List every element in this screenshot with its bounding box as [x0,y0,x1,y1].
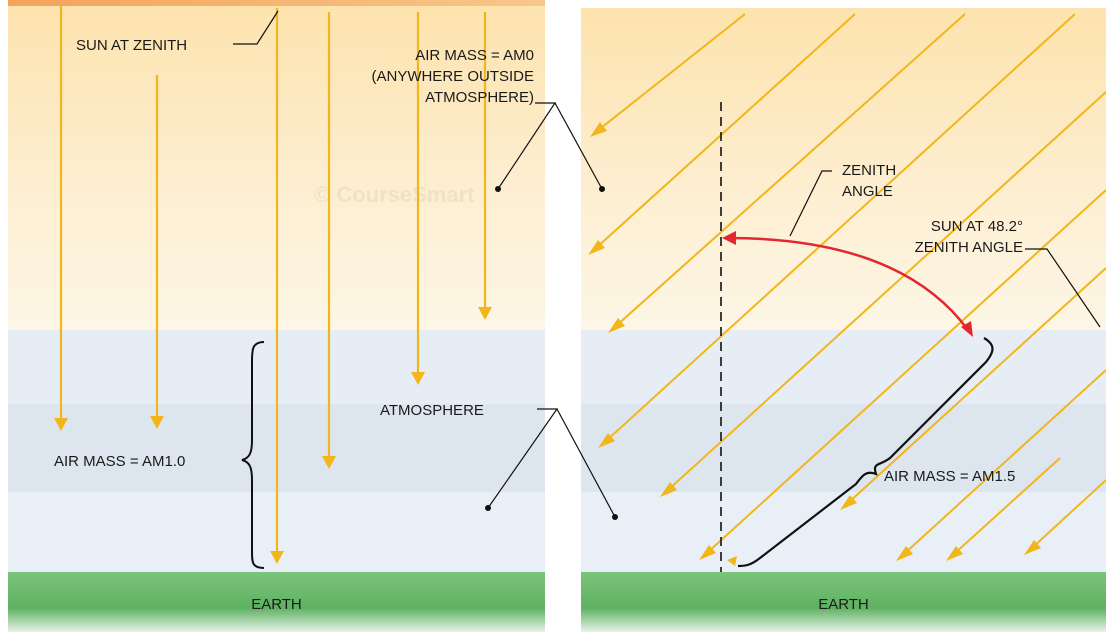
sun-ray [615,13,966,327]
sun-ray [706,189,1106,554]
am1-5-brace [737,337,994,568]
right-sky [581,8,1106,330]
arrow-down-icon [598,433,615,448]
arrow-down-icon [1024,540,1041,555]
arrow-down-icon [54,418,68,431]
left-earth [8,572,545,632]
arrow-down-icon [150,416,164,429]
leader-dots [485,186,618,520]
arrow-down-icon [590,122,607,137]
left-top-edge [8,0,545,6]
sun-zenith-leader [233,10,279,45]
left-earth-label: EARTH [251,596,302,613]
arrow-down-icon [588,240,605,255]
arrow-down-icon [478,307,492,320]
atmosphere-label: ATMOSPHERE [380,402,484,419]
right-earth [581,572,1106,632]
am0-leader-2 [554,102,603,190]
am0-label-line3: ATMOSPHERE) [425,89,534,106]
sun-48-leader [1025,248,1101,328]
right-atmosphere-band-low [581,492,1106,572]
am0-label-line2: (ANYWHERE OUTSIDE [371,68,534,85]
sun-48-label-line2: ZENITH ANGLE [914,239,1023,256]
am1-5-label: AIR MASS = AM1.5 [884,468,1016,485]
sun-at-zenith-label: SUN AT ZENITH [76,37,188,54]
zenith-angle-label-line2: ANGLE [842,183,893,200]
zenith-angle-label-line1: ZENITH [842,162,897,179]
atmosphere-leader-2 [556,408,616,518]
arrow-down-icon [608,318,625,333]
arrow-down-icon [660,482,677,497]
sun-ray [595,13,746,133]
am0-label-line1: AIR MASS = AM0 [415,47,534,64]
right-atmosphere-band [581,404,1106,492]
leader-dot [599,186,605,192]
sun-ray [953,457,1061,555]
left-sun-rays [54,6,492,564]
arrow-icon [961,321,973,337]
sun-ray [667,91,1106,491]
arrow-down-icon [946,546,963,561]
leader-dot [612,514,618,520]
arrow-down-icon [840,495,857,510]
zenith-angle-arc [722,231,973,337]
arrow-down-icon [411,372,425,385]
leader-dot [495,186,501,192]
leader-lines [233,10,1101,518]
right-panel [581,8,1106,632]
arrow-down-icon [322,456,336,469]
sun-ray [903,369,1106,555]
arrow-icon [727,556,737,566]
arrow-icon [722,231,736,245]
right-sun-rays [588,13,1106,561]
sun-ray [1031,479,1106,549]
am1-0-label: AIR MASS = AM1.0 [54,453,186,470]
right-earth-label: EARTH [818,596,869,613]
am1-0-brace [241,341,265,569]
watermark: © CourseSmart [314,182,475,207]
sun-ray [847,267,1106,504]
leader-dot [485,505,491,511]
sun-48-label-line1: SUN AT 48.2° [930,218,1023,235]
sun-ray [605,13,1076,442]
sun-ray [595,13,856,249]
zenith-angle-leader [789,170,832,237]
arrow-down-icon [699,545,716,560]
arc [727,236,970,331]
arrow-down-icon [896,546,913,561]
arrow-down-icon [270,551,284,564]
